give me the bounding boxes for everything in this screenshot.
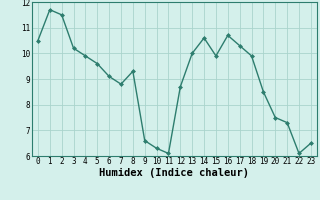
X-axis label: Humidex (Indice chaleur): Humidex (Indice chaleur) bbox=[100, 168, 249, 178]
